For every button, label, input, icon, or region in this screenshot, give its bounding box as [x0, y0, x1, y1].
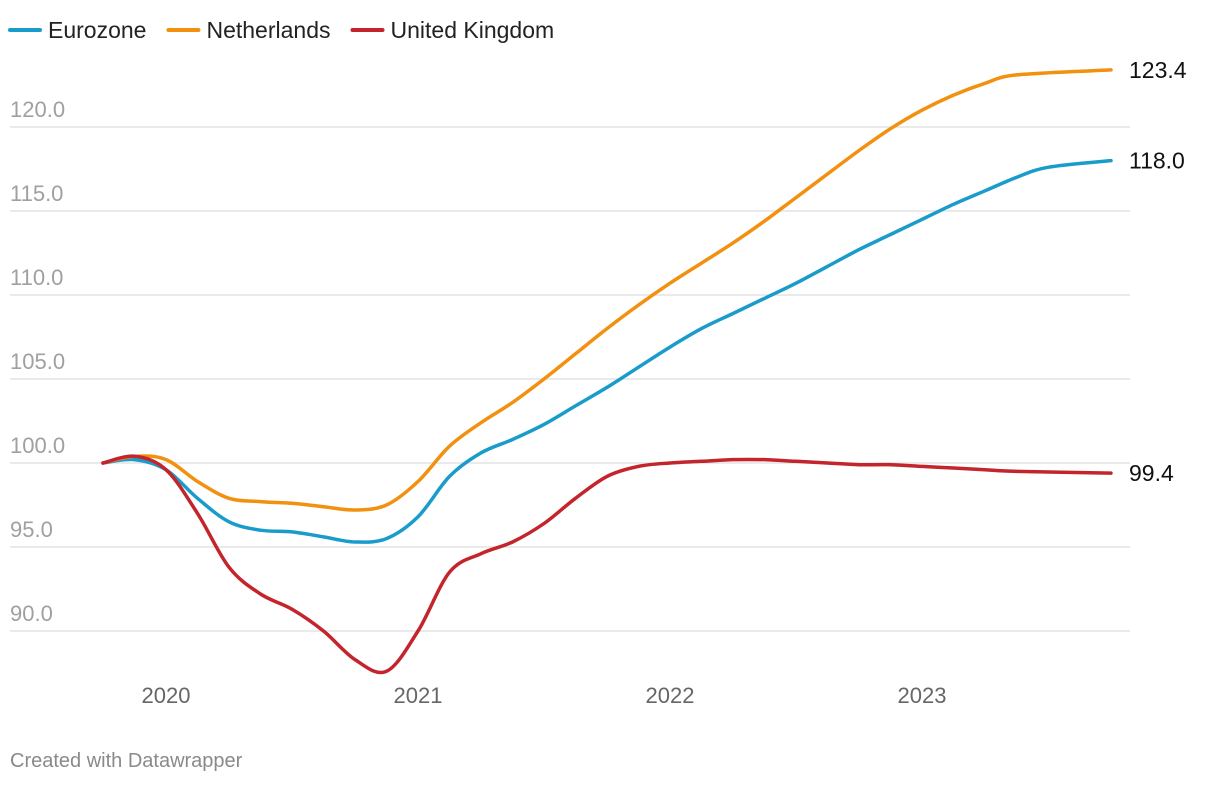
y-tick-label: 105.0: [10, 349, 65, 374]
y-axis: 90.0 95.0 100.0 105.0 110.0 115.0 120.0: [10, 97, 65, 626]
end-label-eurozone: 118.0: [1129, 148, 1185, 174]
y-tick-label: 120.0: [10, 97, 65, 122]
series-line-eurozone: [101, 158, 1113, 544]
legend-label-eurozone: Eurozone: [48, 17, 146, 43]
legend: Eurozone Netherlands United Kingdom: [8, 17, 555, 43]
end-label-united-kingdom: 99.4: [1129, 460, 1174, 486]
y-tick-label: 95.0: [10, 517, 53, 542]
legend-label-united-kingdom: United Kingdom: [391, 17, 555, 43]
legend-label-netherlands: Netherlands: [206, 17, 330, 43]
x-tick-label: 2021: [394, 683, 443, 708]
y-tick-label: 90.0: [10, 601, 53, 626]
series-line-united-kingdom: [101, 454, 1113, 675]
series-line-netherlands: [101, 68, 1113, 512]
y-tick-label: 110.0: [10, 265, 63, 290]
end-label-netherlands: 123.4: [1129, 57, 1187, 83]
grid: [10, 126, 1130, 632]
x-tick-label: 2022: [646, 683, 695, 708]
x-tick-label: 2020: [142, 683, 191, 708]
series-lines: [101, 68, 1113, 675]
x-axis: 2020 2021 2022 2023: [142, 683, 947, 708]
y-tick-label: 115.0: [10, 181, 63, 206]
credit-footer: Created with Datawrapper: [10, 750, 243, 772]
end-labels: 118.0 123.4 99.4: [1129, 57, 1187, 486]
y-tick-label: 100.0: [10, 433, 65, 458]
x-tick-label: 2023: [898, 683, 947, 708]
